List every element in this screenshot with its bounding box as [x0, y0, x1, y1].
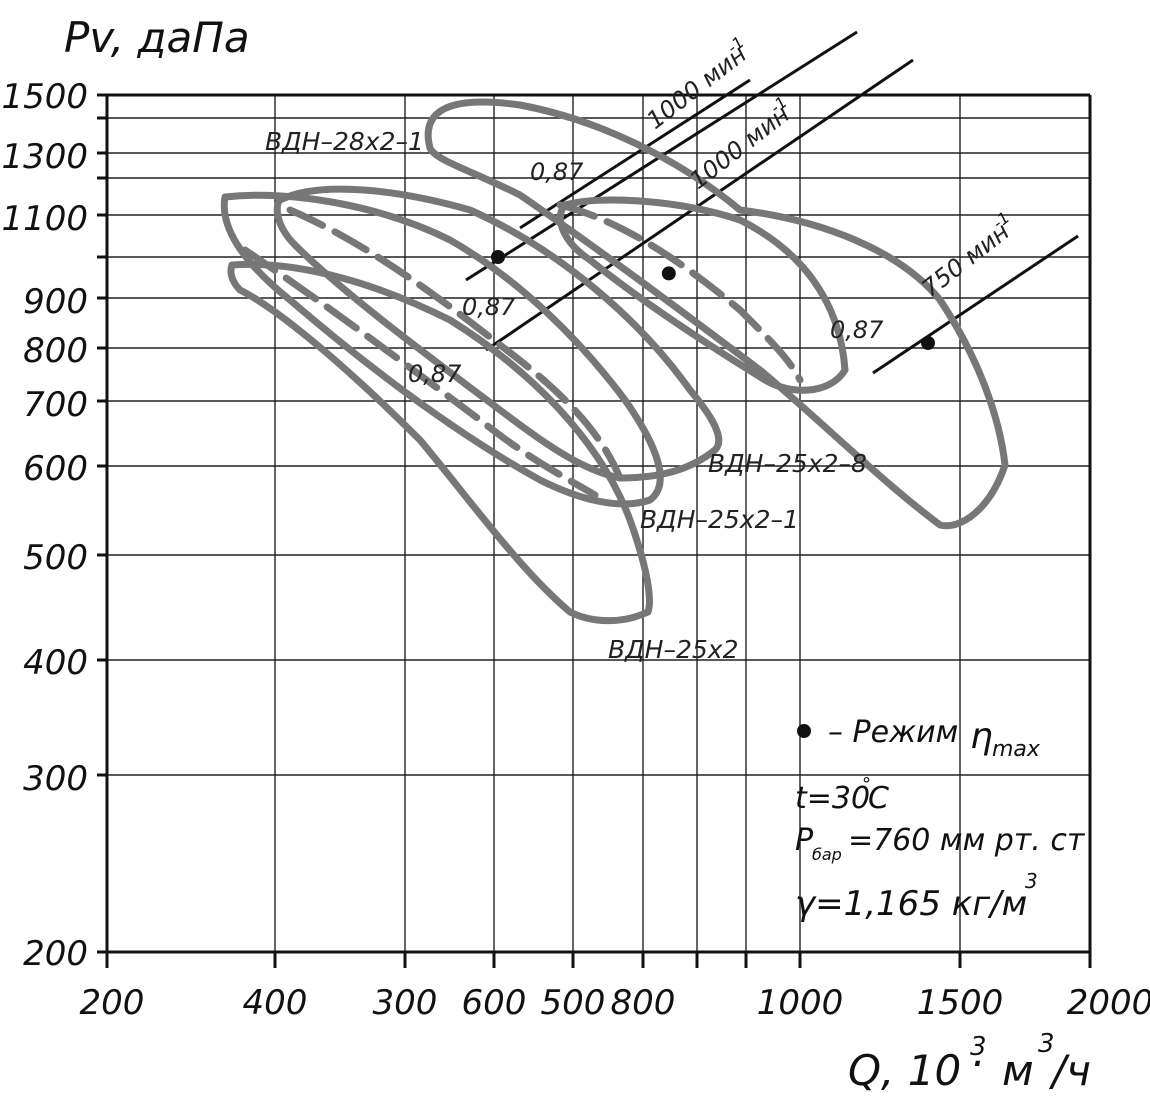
max-efficiency-point [661, 266, 676, 281]
max-efficiency-markers [491, 250, 935, 350]
note-temperature-deg: ° [862, 774, 871, 795]
x-tick-label: 400 [243, 983, 308, 1023]
curve-label-vdn-28x2-1: ВДН–28х2–1 [265, 127, 424, 156]
x-axis-title-main: Q, 10 [848, 1046, 961, 1095]
x-tick-label: 2000 [1067, 983, 1150, 1023]
x-axis-title-sup: 3 [970, 1032, 987, 1062]
x-tick-label: 500 [541, 983, 606, 1023]
efficiency-label: 0,87 [530, 158, 584, 186]
curve-vdn-25x2-1 [273, 185, 723, 482]
x-tick-label: 600 [462, 983, 527, 1023]
x-tick-label: 300 [373, 983, 438, 1023]
rpm-line-750 [872, 234, 1079, 375]
curve-vdn-25x2 [227, 260, 653, 625]
y-tick-label: 900 [23, 282, 88, 322]
x-tick-label: 200 [80, 983, 145, 1023]
rpm-label-2: 1000 мин -1 [684, 92, 794, 194]
x-axis-title-dot: · [970, 1039, 983, 1088]
note-pressure-sub: бар [812, 845, 842, 864]
efficiency-label: 0,87 [408, 360, 462, 388]
conditions-notes: t=30 ° C P бар =760 мм рт. ст γ=1,165 кг… [795, 774, 1086, 924]
curve-label-vdn-25x2: ВДН–25х2 [608, 635, 739, 664]
x-axis-title-sup2: 3 [1038, 1029, 1055, 1059]
note-density-sup: 3 [1025, 869, 1038, 893]
y-tick-label: 200 [23, 934, 88, 974]
y-tick-label: 1100 [1, 199, 88, 239]
legend: – Режим η max [797, 715, 1041, 762]
note-density: γ=1,165 кг/м [795, 884, 1027, 924]
legend-text: – Режим [828, 715, 958, 750]
curve-vdn-25x2-8-dashed [556, 201, 804, 384]
max-efficiency-point [921, 336, 935, 350]
curve-vdn-25x2-1-left-dashed [241, 246, 599, 499]
note-pressure-value: =760 мм рт. ст [848, 823, 1086, 858]
x-tick-label: 1000 [757, 983, 844, 1023]
x-axis-title-unit: м [1002, 1046, 1034, 1095]
curve-label-vdn-25x2-1: ВДН–25х2–1 [640, 505, 799, 534]
y-axis-title: Pv, даПа [64, 13, 250, 62]
rpm-label-3: 750 мин -1 [916, 208, 1014, 303]
y-tick-label: 400 [23, 643, 88, 683]
legend-eta-sub: max [992, 737, 1041, 762]
x-tick-label: 800 [611, 983, 676, 1023]
performance-curves [220, 98, 1009, 625]
y-tick-label: 600 [23, 449, 88, 489]
curve-label-vdn-25x2-8: ВДН–25х2–8 [708, 449, 867, 478]
rpm-line-1000-b [485, 58, 914, 352]
y-tick-label: 800 [23, 331, 88, 371]
x-axis-title-tail: /ч [1048, 1046, 1091, 1095]
x-axis-title: Q, 10 3 · м 3 /ч [848, 1029, 1091, 1095]
legend-marker [797, 724, 811, 738]
note-temperature-unit: C [868, 781, 889, 816]
y-tick-label: 1300 [1, 137, 88, 177]
efficiency-label: 0,87 [462, 293, 516, 321]
max-efficiency-point [491, 250, 505, 264]
curve-vdn-25x2-1-dashed [286, 206, 624, 482]
note-pressure-p: P [795, 823, 814, 858]
curve-vdn-25x2-8 [556, 196, 849, 394]
y-tick-label: 1500 [1, 77, 88, 117]
y-tick-label: 500 [23, 538, 88, 578]
curve-vdn-25x2-1-left [220, 191, 664, 508]
y-tick-labels: 1500 1300 1100 900 800 700 600 500 400 3… [1, 77, 88, 974]
x-tick-labels: 200 400 300 600 500 800 1000 1500 2000 [80, 983, 1150, 1023]
grid [107, 94, 1090, 952]
y-tick-label: 700 [23, 385, 88, 425]
x-tick-label: 1500 [917, 983, 1004, 1023]
legend-eta: η [970, 716, 993, 757]
axes-frame [97, 93, 1092, 968]
note-temperature: t=30 [795, 781, 870, 816]
efficiency-label: 0,87 [830, 316, 884, 344]
curve-vdn-28x2-1 [424, 98, 1009, 530]
y-tick-label: 300 [23, 759, 88, 799]
